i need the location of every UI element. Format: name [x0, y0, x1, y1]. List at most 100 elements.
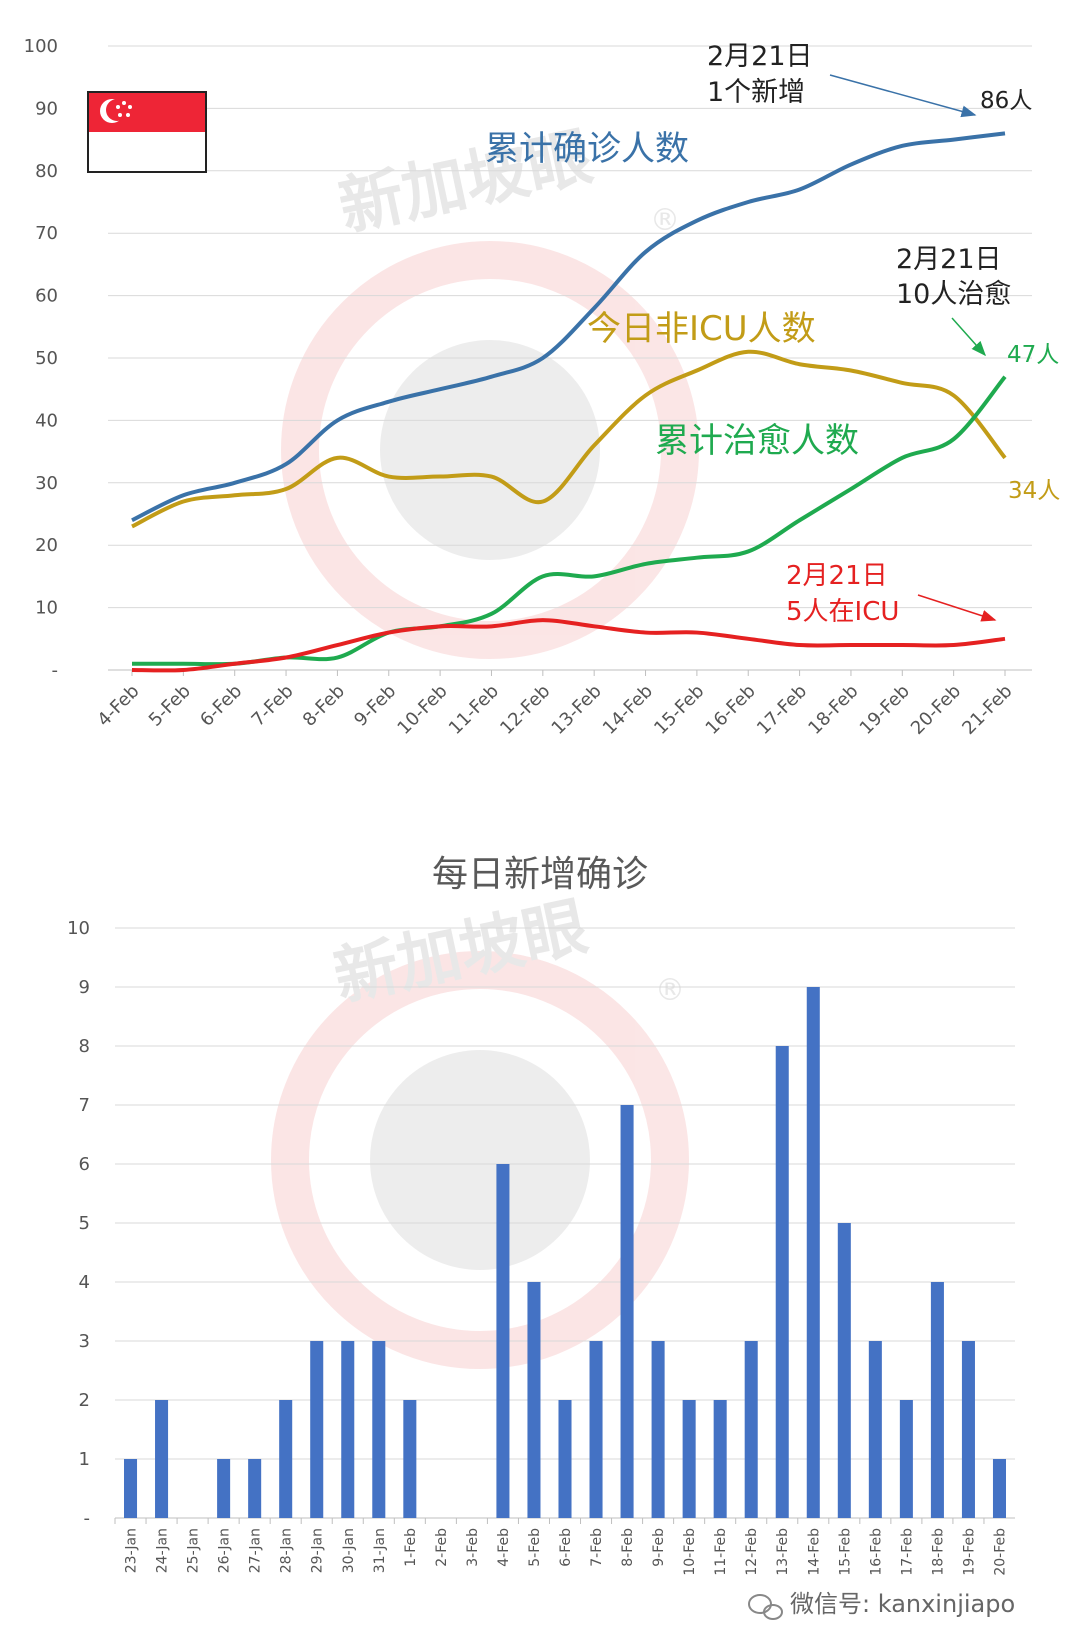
bar-9-Feb: [651, 1341, 665, 1518]
bar-10-Feb: [682, 1400, 696, 1518]
x-tick-label: 7-Feb: [589, 1528, 605, 1567]
x-tick-label: 2-Feb: [434, 1528, 450, 1567]
y-tick-label: -: [52, 660, 59, 681]
x-tick-label: 11-Feb: [713, 1528, 729, 1576]
x-tick-label: 21-Feb: [958, 681, 1016, 739]
x-tick-label: 15-Feb: [650, 681, 708, 739]
x-tick-label: 6-Feb: [196, 681, 246, 731]
y-tick-label: 10: [35, 598, 58, 619]
x-tick-label: 13-Feb: [548, 681, 606, 739]
bar-28-Jan: [279, 1400, 293, 1518]
x-tick-label: 20-Feb: [992, 1528, 1008, 1576]
bar-7-Feb: [589, 1341, 603, 1518]
x-tick-label: 4-Feb: [496, 1528, 512, 1567]
x-tick-label: 9-Feb: [651, 1528, 667, 1567]
bar-12-Feb: [744, 1341, 758, 1518]
series-line-0: [131, 131, 1006, 523]
annotation-icu-date: 2月21日: [786, 561, 888, 591]
watermark-mark-bottom: ®: [655, 973, 685, 1008]
series-label-recovered: 累计治愈人数: [655, 421, 859, 461]
series-line-1: [131, 349, 1007, 529]
x-tick-label: 3-Feb: [465, 1528, 481, 1567]
bar-17-Feb: [899, 1400, 913, 1518]
x-tick-label: 17-Feb: [899, 1528, 915, 1576]
x-tick-label: 5-Feb: [145, 681, 195, 731]
bar-30-Jan: [341, 1341, 355, 1518]
x-tick-label: 31-Jan: [372, 1528, 388, 1573]
annotation-recovered-date: 2月21日: [896, 244, 1002, 275]
line-chart-grid: [108, 45, 1032, 671]
x-tick-label: 8-Feb: [299, 681, 349, 731]
bar-23-Jan: [124, 1459, 138, 1518]
bar-chart-x-axis: 23-Jan 24-Jan 25-Jan 26-Jan 27-Jan 28-Jan 29-J…: [114, 1518, 1008, 1576]
x-tick-label: 19-Feb: [856, 681, 914, 739]
bar-19-Feb: [961, 1341, 975, 1518]
y-tick-label: 100: [24, 36, 58, 57]
x-tick-label: 9-Feb: [350, 681, 400, 731]
series-label-cumulative: 累计确诊人数: [485, 129, 689, 169]
y-tick-label: 8: [79, 1036, 90, 1057]
y-tick-label: 6: [79, 1154, 90, 1175]
x-tick-label: 28-Jan: [279, 1528, 295, 1573]
y-tick-label: 9: [79, 977, 90, 998]
annotation-non-icu-34: 34人: [1008, 478, 1060, 504]
x-tick-label: 27-Jan: [248, 1528, 264, 1573]
annotation-recovered-47: 47人: [1007, 342, 1059, 368]
y-tick-label: 5: [79, 1213, 90, 1234]
bar-27-Jan: [248, 1459, 262, 1518]
y-tick-label: 10: [67, 918, 90, 939]
line-chart-y-axis: - 10 20 30 40 50 60 70 80 90 100: [24, 36, 58, 681]
x-tick-label: 4-Feb: [93, 681, 143, 731]
x-tick-label: 26-Jan: [217, 1528, 233, 1573]
x-tick-label: 17-Feb: [753, 681, 811, 739]
x-tick-label: 10-Feb: [682, 1528, 698, 1576]
series-line-3: [131, 618, 1006, 673]
bar-14-Feb: [806, 987, 820, 1518]
bar-26-Jan: [217, 1459, 231, 1518]
x-tick-label: 18-Feb: [930, 1528, 946, 1576]
annotation-new-case: 2月21日 1个新增: [707, 41, 977, 118]
x-tick-label: 6-Feb: [558, 1528, 574, 1567]
bar-chart-grid: [115, 927, 1015, 1519]
x-tick-label: 29-Jan: [310, 1528, 326, 1573]
bar-13-Feb: [775, 1046, 789, 1518]
series-label-non-icu: 今日非ICU人数: [587, 309, 816, 349]
line-chart-series: [131, 131, 1007, 673]
x-tick-label: 18-Feb: [804, 681, 862, 739]
bar-18-Feb: [930, 1282, 944, 1518]
x-tick-label: 12-Feb: [744, 1528, 760, 1576]
y-tick-label: 7: [79, 1095, 90, 1116]
x-tick-label: 15-Feb: [837, 1528, 853, 1576]
annotation-recovered: 2月21日 10人治愈: [896, 244, 1011, 357]
annotation-recovered-text: 10人治愈: [896, 279, 1011, 310]
x-tick-label: 14-Feb: [806, 1528, 822, 1576]
annotation-icu: 2月21日 5人在ICU: [786, 561, 997, 627]
y-tick-label: 60: [35, 286, 58, 307]
annotation-new-case-date: 2月21日: [707, 41, 813, 72]
y-tick-label: 4: [79, 1272, 90, 1293]
x-tick-label: 20-Feb: [907, 681, 965, 739]
x-tick-label: 8-Feb: [620, 1528, 636, 1567]
bar-29-Jan: [310, 1341, 324, 1518]
y-tick-label: 20: [35, 535, 58, 556]
annotation-icu-text: 5人在ICU: [786, 597, 899, 627]
annotation-total-86: 86人: [980, 88, 1032, 114]
x-tick-label: 12-Feb: [496, 681, 554, 739]
x-tick-label: 16-Feb: [702, 681, 760, 739]
bar-20-Feb: [992, 1459, 1006, 1518]
y-tick-label: 30: [35, 473, 58, 494]
x-tick-label: 11-Feb: [445, 681, 503, 739]
bar-8-Feb: [620, 1105, 634, 1518]
bar-6-Feb: [558, 1400, 572, 1518]
annotation-new-case-text: 1个新增: [707, 77, 805, 108]
y-tick-label: -: [84, 1508, 91, 1529]
flag-stars-icon: [116, 101, 132, 117]
bar-1-Feb: [403, 1400, 417, 1518]
x-tick-label: 30-Jan: [341, 1528, 357, 1573]
bar-11-Feb: [713, 1400, 727, 1518]
bar-31-Jan: [372, 1341, 386, 1518]
bar-5-Feb: [527, 1282, 541, 1518]
x-tick-label: 19-Feb: [961, 1528, 977, 1576]
watermark-top: 新加坡眼 ®: [281, 120, 699, 659]
